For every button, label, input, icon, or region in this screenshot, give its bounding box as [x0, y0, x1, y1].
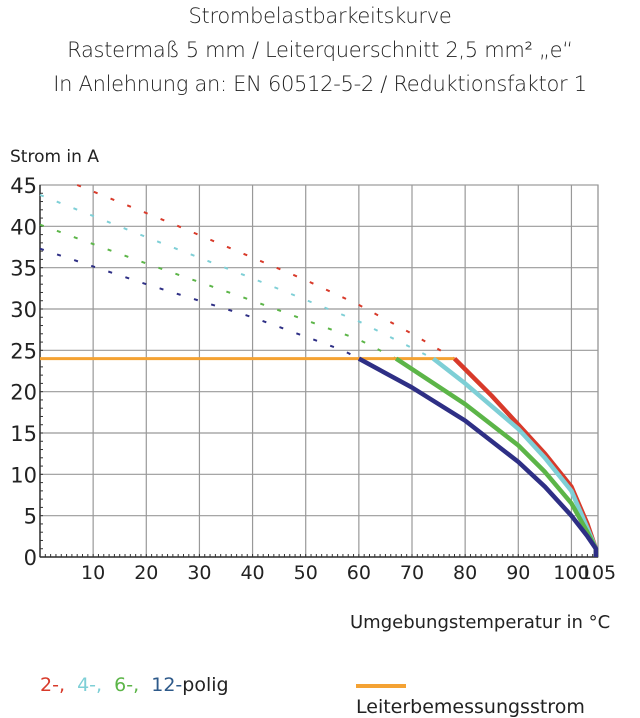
series-6-solid-line — [394, 356, 599, 557]
x-tick-label: 10 — [81, 562, 105, 584]
y-tick-label: 35 — [10, 257, 37, 281]
x-tick-label: 60 — [347, 562, 371, 584]
y-axis-label: Strom in A — [10, 147, 99, 167]
x-tick-label: 100 — [553, 562, 589, 584]
legend-6-polig: 6-, — [114, 674, 140, 696]
plot-frame — [39, 184, 599, 558]
x-tick-label: 40 — [240, 562, 264, 584]
y-tick-label: 5 — [24, 505, 37, 529]
y-tick-label: 15 — [10, 422, 37, 446]
series-12-dashed-line — [39, 247, 360, 360]
y-tick-label: 45 — [10, 174, 37, 198]
series-4-dashed-line — [39, 193, 434, 360]
x-tick-label: 50 — [294, 562, 318, 584]
legend-4-polig: 4-, — [77, 674, 103, 696]
x-tick-label: 105 — [580, 562, 616, 584]
series-6-dashed-line — [39, 223, 397, 360]
series-2-solid-line — [452, 357, 599, 557]
legend-reference-label: Leiterbemessungsstrom — [356, 696, 585, 718]
chart-subtitle-1: Rastermaß 5 mm / Leiterquerschnitt 2,5 m… — [67, 38, 573, 62]
y-tick-label: 20 — [10, 381, 37, 405]
legend-12-polig: 12- — [151, 674, 183, 696]
x-axis-label: Umgebungstemperatur in °C — [350, 612, 611, 633]
chart-title: Strombelastbarkeitskurve — [188, 4, 452, 28]
legend-2-polig: 2-, — [40, 674, 65, 696]
series-2-dashed-line — [76, 184, 456, 360]
x-tick-label: 20 — [134, 562, 158, 584]
y-tick-label: 0 — [24, 546, 37, 570]
legend-reference-swatch — [356, 683, 406, 688]
x-tick-label: 90 — [506, 562, 530, 584]
legend-series: 2-, 4-, 6-, 12-polig — [40, 674, 229, 696]
x-tick-label: 70 — [400, 562, 424, 584]
x-tick-label: 80 — [453, 562, 477, 584]
x-tick-label: 30 — [187, 562, 211, 584]
y-tick-label: 30 — [10, 298, 37, 322]
y-tick-label: 25 — [10, 339, 37, 363]
legend-reference: Leiterbemessungsstrom — [356, 674, 640, 718]
chart-subtitle-2: In Anlehnung an: EN 60512-5-2 / Reduktio… — [53, 72, 587, 96]
series-12-solid-line — [357, 356, 599, 557]
legend-suffix: polig — [182, 674, 229, 696]
y-tick-label: 40 — [10, 215, 37, 239]
y-tick-label: 10 — [10, 463, 37, 487]
